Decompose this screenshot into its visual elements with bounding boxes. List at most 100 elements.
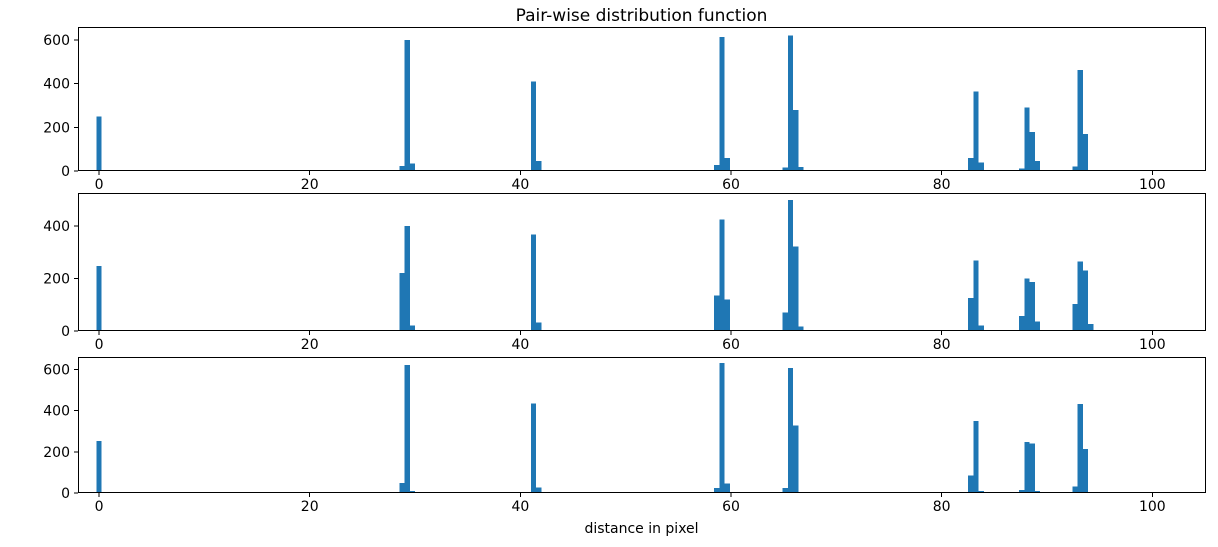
histogram-bar	[782, 167, 788, 171]
x-tick-label: 40	[511, 499, 529, 515]
histogram-bar	[793, 109, 799, 171]
histogram-bar	[96, 441, 102, 493]
histogram-bar	[719, 363, 725, 493]
y-tick-label: 200	[43, 120, 70, 136]
histogram-bar	[409, 325, 416, 331]
x-tick-label: 0	[95, 499, 104, 515]
histogram-bar	[404, 225, 410, 331]
histogram-bar	[719, 36, 725, 171]
histogram-bar	[973, 260, 979, 331]
x-tick-label: 60	[722, 337, 740, 353]
x-tick-label: 80	[933, 337, 951, 353]
histogram-bar	[1029, 282, 1035, 331]
histogram-bar	[787, 200, 794, 331]
histogram-bar	[1077, 403, 1083, 493]
x-tick-label: 100	[1139, 337, 1166, 353]
histogram-bar	[724, 483, 730, 493]
histogram-bar	[1072, 303, 1078, 331]
histogram-bar	[793, 246, 799, 331]
histogram-bar	[719, 219, 725, 331]
histogram-bar	[1088, 323, 1094, 331]
y-tick-label: 400	[43, 404, 70, 420]
histogram-bar	[1072, 166, 1078, 171]
histogram-bar	[399, 166, 405, 171]
histogram-bar	[1019, 168, 1025, 171]
y-tick-label: 200	[43, 271, 70, 287]
chart-title: Pair-wise distribution function	[515, 6, 768, 26]
x-tick-label: 40	[511, 337, 529, 353]
x-tick-label: 20	[301, 177, 319, 193]
y-axis-ticks: 0 200 400	[43, 219, 78, 340]
histogram-bar	[530, 81, 537, 171]
histogram-bar	[714, 164, 720, 171]
histogram-bar	[973, 420, 979, 493]
histogram-bar	[1029, 443, 1035, 493]
histogram-bar	[724, 299, 730, 331]
subplot-middle: 0 20 40 60 80 100 0 200 400	[43, 193, 1206, 353]
histogram-bar	[530, 403, 537, 493]
x-axis-ticks: 0 20 40 60 80 100	[95, 331, 1166, 353]
y-tick-label: 600	[43, 362, 70, 378]
histogram-bar	[978, 325, 984, 331]
histogram-bar	[96, 266, 102, 331]
histogram-bar	[787, 367, 794, 493]
histogram-bar	[536, 487, 542, 493]
histogram-bar	[399, 273, 405, 331]
histogram-bar	[798, 326, 804, 331]
x-tick-label: 100	[1139, 177, 1166, 193]
x-tick-label: 20	[301, 337, 319, 353]
histogram-bar	[1029, 132, 1035, 171]
histogram-bar	[978, 162, 984, 171]
x-tick-label: 60	[722, 177, 740, 193]
histogram-bar	[530, 234, 537, 331]
histogram-bar	[1077, 69, 1083, 171]
histogram-bar	[399, 483, 405, 493]
x-tick-label: 0	[95, 337, 104, 353]
histogram-bar	[968, 475, 974, 493]
axes-frame	[78, 193, 1206, 331]
histogram-bar	[1082, 449, 1089, 493]
y-tick-label: 0	[61, 164, 70, 180]
y-axis-ticks: 0 200 400 600	[43, 362, 78, 502]
histogram-bar	[978, 490, 984, 493]
histogram-bar	[404, 40, 410, 172]
histogram-bar	[404, 364, 410, 493]
histogram-bar	[782, 487, 788, 493]
x-axis-label: distance in pixel	[584, 521, 699, 537]
histogram-bar	[1034, 321, 1041, 331]
histogram-bar	[714, 487, 720, 493]
y-tick-label: 400	[43, 77, 70, 93]
axes-frame	[78, 357, 1206, 493]
histogram-bar	[536, 161, 542, 171]
histogram-bar	[793, 425, 799, 493]
histogram-bar	[724, 157, 730, 171]
histogram-bar	[714, 295, 720, 331]
bars-group	[96, 35, 1089, 172]
x-axis-ticks: 0 20 40 60 80 100	[95, 171, 1166, 193]
histogram-bar	[1072, 486, 1078, 493]
histogram-bar	[1034, 490, 1041, 493]
bars-group	[96, 200, 1094, 331]
histogram-bar	[1024, 278, 1030, 331]
y-tick-label: 0	[61, 486, 70, 502]
histogram-bar	[1024, 107, 1030, 171]
histogram-bar	[1082, 133, 1089, 171]
bars-group	[96, 363, 1089, 493]
x-tick-label: 20	[301, 499, 319, 515]
x-tick-label: 0	[95, 177, 104, 193]
histogram-bar	[96, 116, 102, 171]
histogram-bar	[1019, 490, 1025, 493]
x-tick-label: 40	[511, 177, 529, 193]
histogram-bar	[1024, 441, 1030, 493]
y-tick-label: 0	[61, 324, 70, 340]
axes-frame	[78, 27, 1206, 171]
histogram-bar	[1082, 270, 1089, 331]
histogram-bar	[409, 163, 416, 171]
histogram-bar	[1034, 161, 1041, 171]
histogram-bar	[787, 35, 794, 172]
x-tick-label: 100	[1139, 499, 1166, 515]
histogram-bar	[782, 312, 788, 331]
subplot-top: 0 20 40 60 80 100 0 200 400 600	[43, 27, 1206, 193]
histogram-bar	[1019, 316, 1025, 331]
